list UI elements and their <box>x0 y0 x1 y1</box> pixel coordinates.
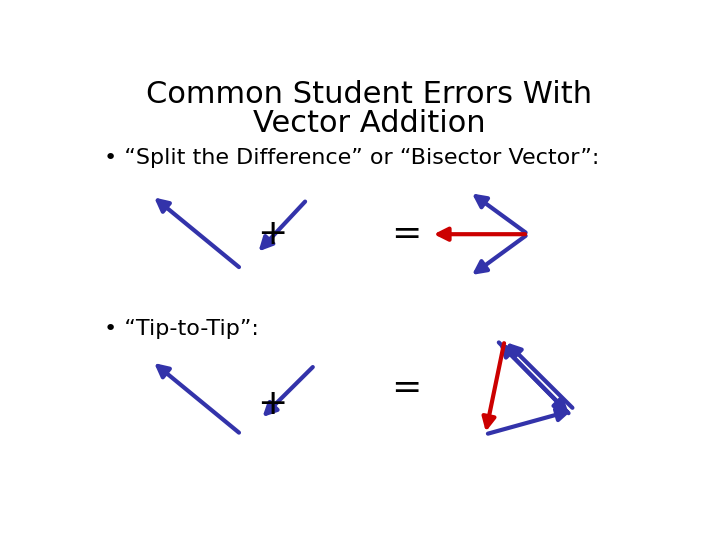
Text: =: = <box>391 371 421 405</box>
Text: +: + <box>257 217 287 251</box>
Text: Vector Addition: Vector Addition <box>253 110 485 138</box>
Text: • “Tip-to-Tip”:: • “Tip-to-Tip”: <box>104 319 258 339</box>
Text: +: + <box>257 387 287 421</box>
Text: Common Student Errors With: Common Student Errors With <box>146 80 592 109</box>
Text: =: = <box>391 217 421 251</box>
Text: • “Split the Difference” or “Bisector Vector”:: • “Split the Difference” or “Bisector Ve… <box>104 148 599 168</box>
